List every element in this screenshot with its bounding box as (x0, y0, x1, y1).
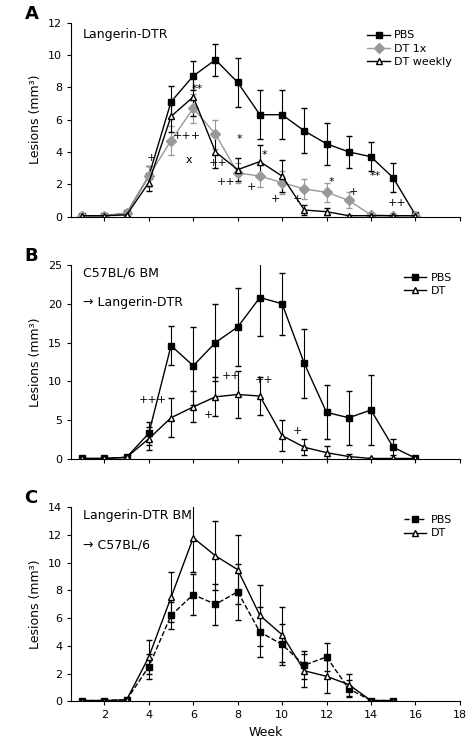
Text: x: x (185, 155, 192, 165)
Text: +: + (293, 194, 302, 204)
Text: C: C (25, 489, 38, 507)
Text: *: * (262, 150, 267, 160)
Text: ++: ++ (208, 158, 227, 168)
Text: +: + (204, 410, 213, 420)
Text: +: + (146, 153, 156, 163)
Text: +++: +++ (173, 130, 201, 140)
Text: ++: ++ (255, 375, 273, 385)
X-axis label: Week: Week (248, 726, 283, 739)
Text: *: * (328, 177, 334, 188)
Y-axis label: Lesions (mm³): Lesions (mm³) (29, 75, 42, 164)
Text: ++: ++ (388, 198, 407, 208)
Legend: PBS, DT: PBS, DT (402, 271, 454, 299)
Y-axis label: Lesions (mm³): Lesions (mm³) (29, 559, 42, 649)
Legend: PBS, DT: PBS, DT (402, 513, 454, 541)
Text: +: + (246, 182, 255, 192)
Text: **: ** (192, 84, 203, 93)
Text: +: + (293, 425, 302, 436)
Text: A: A (25, 5, 38, 23)
Text: Langerin-DTR BM: Langerin-DTR BM (83, 509, 191, 523)
Text: C57BL/6 BM: C57BL/6 BM (83, 267, 159, 280)
Text: +: + (348, 187, 358, 197)
Text: ++: ++ (217, 177, 236, 188)
Text: → C57BL/6: → C57BL/6 (83, 538, 150, 551)
Legend: PBS, DT 1x, DT weekly: PBS, DT 1x, DT weekly (365, 28, 454, 69)
Text: Langerin-DTR: Langerin-DTR (83, 29, 168, 41)
Text: ++: ++ (222, 371, 240, 382)
Text: +++: +++ (139, 394, 167, 405)
Text: → Langerin-DTR: → Langerin-DTR (83, 296, 183, 309)
Y-axis label: Lesions (mm³): Lesions (mm³) (29, 317, 42, 406)
Text: **: ** (370, 171, 381, 181)
Text: B: B (25, 247, 38, 265)
Text: +: + (271, 194, 280, 204)
Text: *: * (237, 133, 243, 144)
